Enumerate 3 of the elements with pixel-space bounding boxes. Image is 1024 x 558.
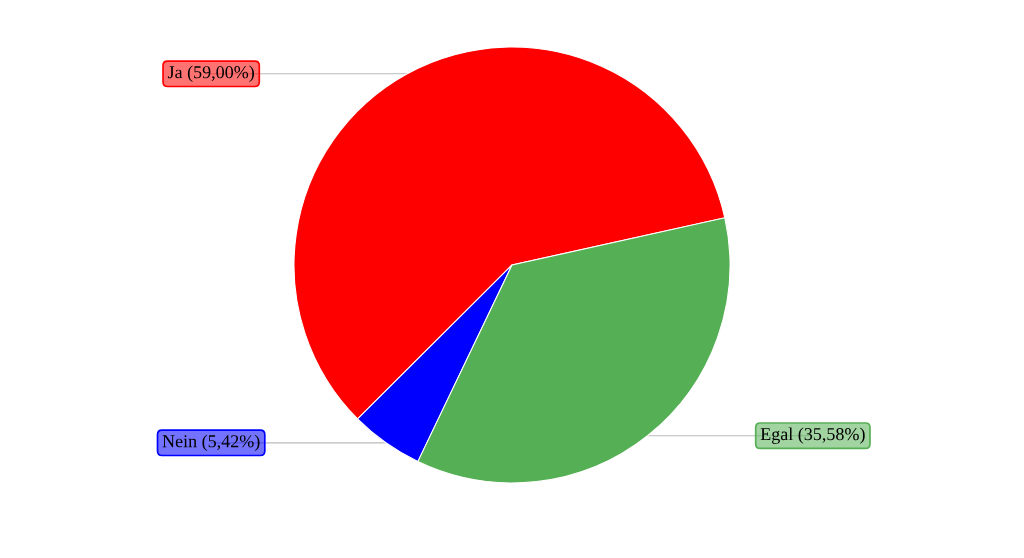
slice-label: Nein (5,42%) bbox=[162, 434, 260, 452]
slice-label: Ja (59,00%) bbox=[167, 65, 254, 82]
slice-label: Egal (35,58%) bbox=[760, 427, 865, 444]
